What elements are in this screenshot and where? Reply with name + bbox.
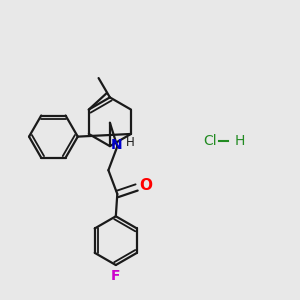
Text: N: N [111,138,122,152]
Text: H: H [235,134,245,148]
Text: H: H [126,136,134,149]
Text: O: O [139,178,152,193]
Text: Cl: Cl [203,134,217,148]
Text: F: F [111,269,121,283]
